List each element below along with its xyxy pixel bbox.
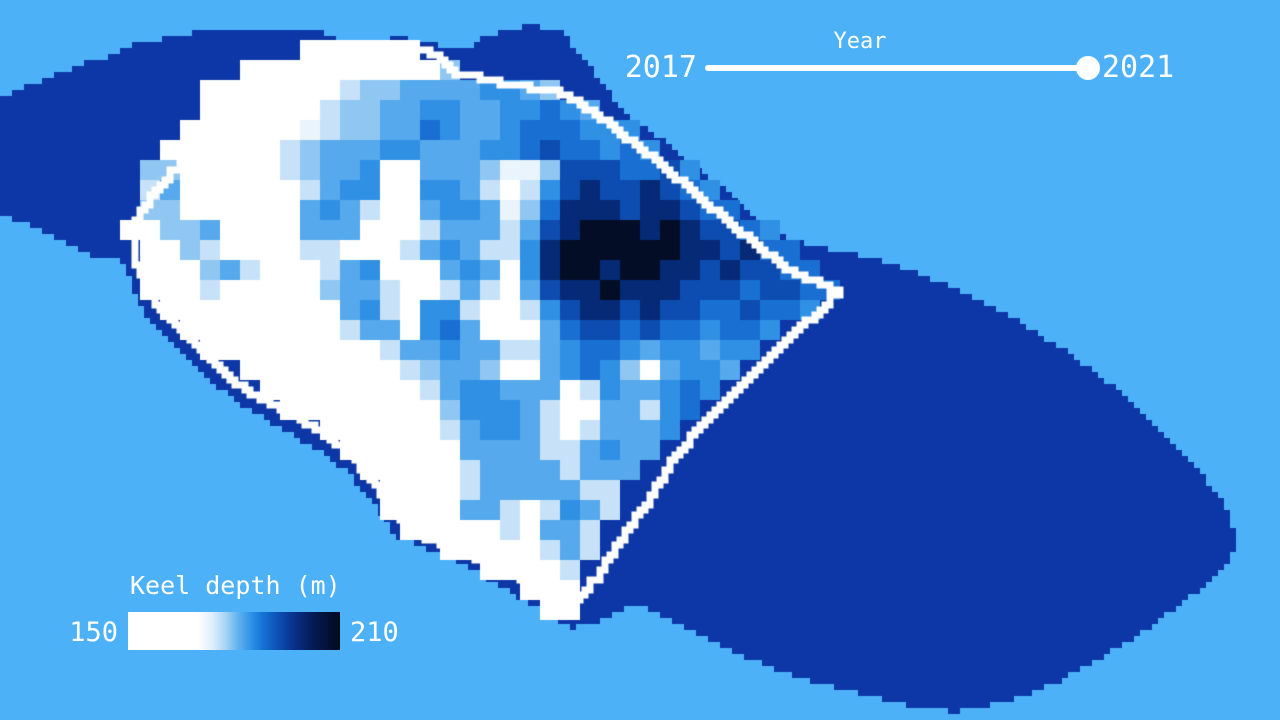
colorbar-max-label: 210: [350, 617, 399, 648]
year-slider-title: Year: [833, 29, 887, 54]
colorbar-gradient: [128, 612, 340, 650]
year-slider-track[interactable]: [705, 65, 1087, 71]
year-slider-max-label: 2021: [1102, 50, 1175, 85]
colorbar-min-label: 150: [69, 617, 118, 648]
colorbar-title: Keel depth (m): [130, 571, 341, 600]
year-slider-min-label: 2017: [624, 50, 697, 85]
year-slider-handle[interactable]: [1076, 56, 1100, 80]
